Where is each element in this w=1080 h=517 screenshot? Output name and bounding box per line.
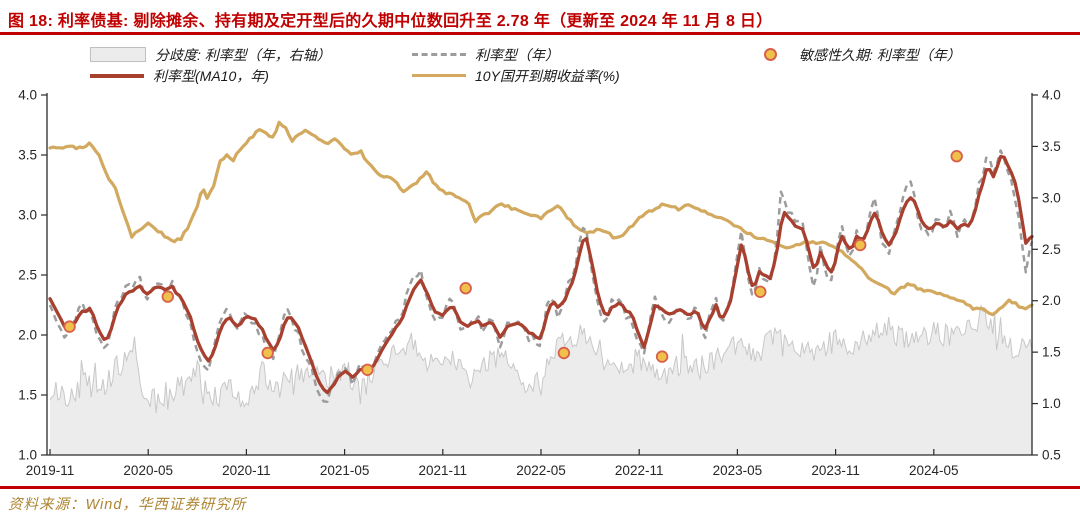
x-axis-tick-label: 2020-11 (222, 463, 271, 478)
x-axis-tick-label: 2023-11 (811, 463, 860, 478)
right-axis-tick-label: 4.0 (1042, 88, 1061, 103)
gold-line-swatch-icon (412, 74, 466, 77)
divergence-area (50, 305, 1032, 455)
sensitivity-duration-dot (950, 149, 963, 163)
sensitivity-duration-dot (63, 320, 76, 333)
dot-swatch-icon (764, 48, 777, 61)
left-axis-tick-label: 3.5 (18, 148, 37, 163)
left-axis-tick-label: 3.0 (18, 208, 37, 223)
page-title: 图 18: 利率债基: 剔除摊余、持有期及定开型后的久期中位数回升至 2.78 … (8, 13, 773, 30)
sensitivity-duration-dot (655, 350, 669, 363)
right-axis-tick-label: 3.0 (1042, 190, 1061, 205)
cdb-10y-yield-line (48, 120, 1034, 317)
left-axis-tick-label: 1.5 (18, 388, 37, 403)
x-axis-tick-label: 2023-05 (713, 463, 763, 478)
left-axis-tick-label: 4.0 (18, 88, 37, 103)
sensitivity-duration-dot (854, 238, 867, 252)
source-note: 资料来源：Wind，华西证券研究所 (8, 497, 247, 513)
x-axis-tick-label: 2021-11 (419, 463, 468, 478)
legend-label: 利率型（年） (475, 46, 559, 63)
sensitivity-duration-dot (459, 281, 472, 295)
chart-area: 4.0 3.5 3.0 2.5 2.0 1.5 1.0 4.0 3.5 3.0 2.5 2.0 1.5 1… (0, 86, 1080, 484)
legend-label: 利率型(MA10，年) (153, 67, 269, 84)
x-axis-tick-label: 2022-05 (516, 463, 566, 478)
legend-item: 分歧度: 利率型（年，右轴） (90, 45, 412, 65)
right-axis-tick-label: 2.5 (1042, 242, 1061, 257)
sensitivity-duration-dot (261, 346, 274, 360)
legend-item: 利率型(MA10，年) (90, 66, 412, 86)
left-axis-tick-label: 2.0 (18, 328, 37, 343)
title-divider (0, 32, 1080, 35)
legend-item: 利率型（年） (412, 45, 764, 65)
legend-label: 分歧度: 利率型（年，右轴） (155, 46, 331, 63)
chart-legend: 分歧度: 利率型（年，右轴） 利率型（年） 敏感性久期: 利率型（年） 利率型(MA1… (90, 44, 1070, 88)
legend-item: 敏感性久期: 利率型（年） (764, 45, 1070, 65)
x-axis-tick-label: 2021-05 (320, 463, 370, 478)
left-axis-tick-label: 2.5 (18, 268, 37, 283)
right-axis-tick-label: 1.5 (1042, 345, 1061, 360)
footer-divider (0, 486, 1080, 489)
sensitivity-duration-dot (557, 346, 571, 360)
area-swatch-icon (90, 47, 146, 62)
x-axis-tick-label: 2020-05 (123, 463, 173, 478)
x-axis-tick-label: 2019-11 (26, 463, 75, 478)
divergence-area-edge (49, 305, 1033, 413)
sensitivity-duration-dot (361, 363, 374, 377)
sensitivity-duration-dot (161, 290, 175, 303)
legend-label: 10Y国开到期收益率(%) (475, 67, 620, 84)
red-line-swatch-icon (90, 73, 144, 78)
dot-swatch-icon (764, 48, 790, 61)
right-axis-tick-label: 0.5 (1042, 448, 1061, 463)
right-axis-tick-label: 2.0 (1042, 293, 1061, 308)
right-axis-tick-label: 1.0 (1042, 396, 1061, 411)
x-axis-tick-label: 2022-11 (615, 463, 664, 478)
x-axis-tick-label: 2024-05 (909, 463, 959, 478)
legend-item: 10Y国开到期收益率(%) (412, 66, 764, 86)
left-axis-tick-label: 1.0 (18, 448, 37, 463)
duration-ma10-line (48, 154, 1034, 395)
sensitivity-duration-dot (754, 285, 767, 299)
legend-label: 敏感性久期: 利率型（年） (799, 46, 961, 63)
right-axis-tick-label: 3.5 (1042, 139, 1061, 154)
dashed-line-swatch-icon (412, 53, 466, 56)
chart-svg: 4.0 3.5 3.0 2.5 2.0 1.5 1.0 4.0 3.5 3.0 2.5 2.0 1.5 1… (18, 88, 1061, 479)
